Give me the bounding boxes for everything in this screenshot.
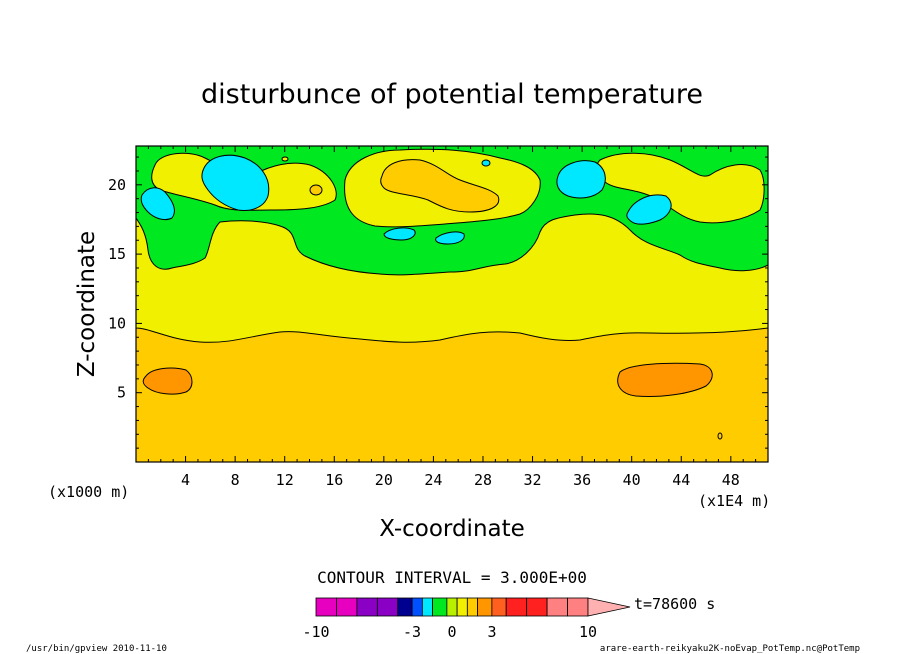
yellow-pocket-right [596, 152, 765, 224]
colorbar-label: 10 [579, 623, 597, 641]
x-tick-label: 4 [181, 471, 190, 489]
chart-title: disturbunce of potential temperature [201, 79, 703, 110]
x-tick-label: 8 [231, 471, 240, 489]
x-tick-label: 32 [524, 471, 542, 489]
colorbar-segment [315, 597, 337, 617]
x-axis: 4 8 12 16 20 24 28 32 36 40 44 48 [147, 146, 757, 489]
x-tick-label: 20 [375, 471, 393, 489]
colorbar-segment [546, 597, 568, 617]
x-scale-note: (x1E4 m) [698, 492, 770, 510]
x-units-label: (x1000 m) [48, 483, 129, 501]
colorbar-segment [505, 597, 528, 617]
x-tick-label: 12 [276, 471, 294, 489]
y-axis-label: Z-coordinate [74, 231, 100, 377]
colorbar-labels: -10 -3 0 3 10 [302, 623, 597, 641]
colorbar-segment [432, 597, 448, 617]
colorbar-extension [587, 597, 631, 617]
small-cyan-dot [481, 159, 491, 167]
x-tick-label: 36 [573, 471, 591, 489]
colorbar-segment [421, 597, 433, 617]
orange-cell-left [142, 367, 193, 395]
colorbar-label: 3 [487, 623, 496, 641]
colorbar-segment [411, 597, 423, 617]
footer-left: /usr/bin/gpview 2010-11-10 [26, 644, 167, 654]
colorbar-segment [567, 597, 589, 617]
colorbar-segment [397, 597, 413, 617]
orange-dot [717, 432, 723, 440]
footer-right: arare-earth-reikyaku2K-noEvap_PotTemp.nc… [600, 644, 860, 654]
plot-area [135, 145, 769, 463]
colorbar-segment [356, 597, 378, 617]
y-axis: 5 10 15 20 [108, 156, 768, 449]
y-tick-label: 20 [108, 176, 126, 194]
x-tick-label: 40 [623, 471, 641, 489]
cyan-cell-3 [556, 160, 606, 199]
x-tick-label: 48 [722, 471, 740, 489]
colorbar-segment [446, 597, 458, 617]
x-tick-label: 28 [474, 471, 492, 489]
cyan-cell-6 [435, 231, 465, 245]
y-tick-label: 10 [108, 314, 126, 332]
colorbar-segment [456, 597, 468, 617]
colorbar-segment [376, 597, 399, 617]
contour-interval-label: CONTOUR INTERVAL = 3.000E+00 [317, 568, 587, 587]
colorbar-segment [477, 597, 493, 617]
colorbar-segment [491, 597, 507, 617]
colorbar [315, 597, 631, 617]
y-tick-label: 5 [117, 384, 126, 402]
colorbar-label: 0 [447, 623, 456, 641]
cyan-cell-4 [626, 194, 672, 225]
cyan-cell-5 [383, 227, 416, 241]
x-tick-label: 16 [325, 471, 343, 489]
time-label: t=78600 s [634, 595, 715, 613]
colorbar-segment [336, 597, 358, 617]
x-axis-label: X-coordinate [379, 516, 525, 542]
x-tick-label: 44 [672, 471, 690, 489]
cyan-cell-1 [201, 154, 270, 211]
cyan-cell-2 [140, 187, 175, 221]
plot-frame [135, 145, 769, 463]
colorbar-segment [466, 597, 478, 617]
y-tick-label: 15 [108, 245, 126, 263]
colorbar-segment [526, 597, 548, 617]
small-yellow-dot [281, 156, 289, 162]
x-tick-label: 24 [424, 471, 442, 489]
gold-cell-top-center [380, 159, 500, 213]
small-gold-dot-1 [309, 184, 323, 196]
colorbar-label: -10 [302, 623, 329, 641]
orange-cell-right [617, 362, 713, 397]
colorbar-label: -3 [403, 623, 421, 641]
